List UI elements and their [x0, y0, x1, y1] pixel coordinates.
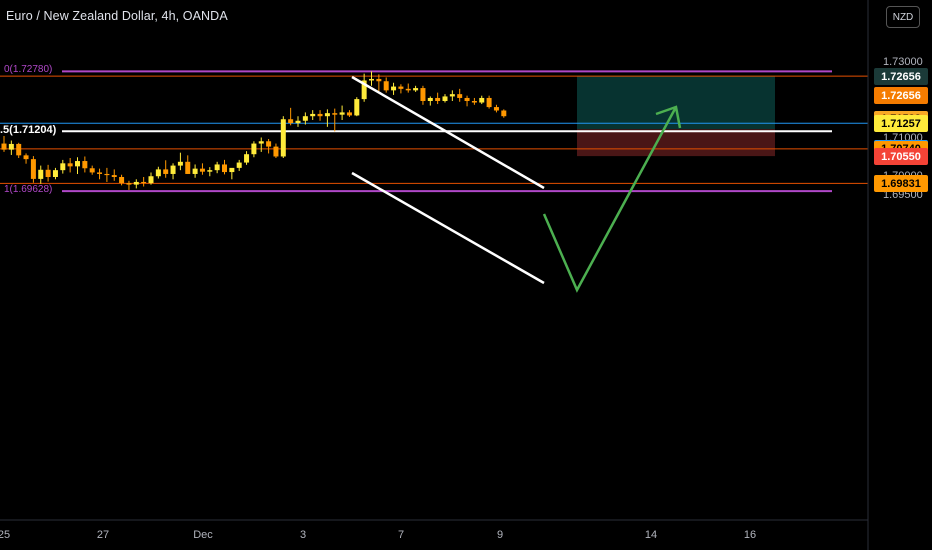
fib-label: .5(1.71204) — [0, 124, 57, 137]
candle-body[interactable] — [60, 163, 66, 171]
candle-body[interactable] — [471, 101, 477, 103]
candle-body[interactable] — [501, 110, 507, 117]
fib-label: 1(1.69628) — [4, 184, 53, 196]
candle-body[interactable] — [75, 161, 80, 167]
candle-body[interactable] — [361, 80, 367, 100]
candle-body[interactable] — [111, 175, 117, 177]
candle-body[interactable] — [302, 116, 308, 121]
candle-body[interactable] — [317, 113, 323, 117]
candle-body[interactable] — [398, 86, 404, 89]
candle-body[interactable] — [493, 107, 499, 111]
candle-body[interactable] — [214, 164, 220, 171]
stop-zone[interactable] — [577, 129, 775, 157]
candle-body[interactable] — [273, 146, 279, 157]
candle-body[interactable] — [236, 162, 242, 168]
price-axis-label: 1.73000 — [883, 56, 923, 68]
candle-body[interactable] — [97, 172, 103, 174]
candle-body[interactable] — [52, 170, 58, 177]
time-axis-label: Dec — [193, 529, 213, 541]
time-axis-label: 7 — [397, 529, 405, 541]
candle-body[interactable] — [67, 163, 73, 167]
candle-body[interactable] — [244, 154, 250, 163]
channel-lower-line[interactable] — [351, 171, 545, 285]
candle-body[interactable] — [30, 159, 36, 179]
chart-title[interactable]: Euro / New Zealand Dollar, 4h, OANDA — [6, 9, 228, 23]
candle-body[interactable] — [16, 143, 22, 156]
candle-body[interactable] — [420, 88, 426, 101]
candle-body[interactable] — [133, 181, 139, 185]
candle-body[interactable] — [119, 177, 125, 184]
arrow-head — [655, 105, 682, 129]
time-axis-label: 25 — [0, 529, 11, 541]
candle-body[interactable] — [427, 97, 433, 101]
candle-body[interactable] — [457, 94, 463, 98]
candle-body[interactable] — [435, 97, 441, 101]
candle-body[interactable] — [405, 88, 411, 91]
candle-body[interactable] — [369, 78, 374, 81]
target-zone[interactable] — [577, 76, 775, 130]
candle-body[interactable] — [45, 169, 51, 177]
channel-upper-line[interactable] — [351, 75, 545, 190]
time-axis-label: 14 — [644, 529, 658, 541]
candle-body[interactable] — [464, 97, 470, 101]
candle-body[interactable] — [310, 113, 316, 117]
candle-body[interactable] — [324, 113, 330, 117]
time-axis-label: 16 — [743, 529, 757, 541]
candle-body[interactable] — [258, 141, 264, 144]
candle-body[interactable] — [391, 86, 397, 91]
candle-body[interactable] — [199, 168, 205, 172]
candle-body[interactable] — [442, 96, 448, 101]
badge-level-2: 1.69831 — [874, 175, 928, 193]
candle-body[interactable] — [207, 170, 213, 172]
candle-body[interactable] — [479, 97, 485, 103]
candle-body[interactable] — [288, 119, 294, 124]
candle-body[interactable] — [185, 161, 191, 174]
candle-body[interactable] — [295, 120, 301, 124]
projection-arrow[interactable] — [542, 106, 678, 293]
candle-body[interactable] — [486, 97, 492, 108]
time-axis-label: 27 — [96, 529, 110, 541]
candle-body[interactable] — [449, 94, 455, 97]
currency-button[interactable]: NZD — [886, 6, 920, 28]
candle-body[interactable] — [339, 112, 345, 115]
candle-body[interactable] — [89, 168, 95, 173]
candle-body[interactable] — [332, 113, 338, 115]
candle-body[interactable] — [163, 169, 169, 174]
time-axis-label: 3 — [299, 529, 307, 541]
candle-body[interactable] — [251, 143, 257, 155]
candle-body[interactable] — [8, 143, 14, 150]
candle-body[interactable] — [104, 173, 110, 176]
candle-body[interactable] — [38, 169, 44, 179]
candle-body[interactable] — [354, 99, 360, 116]
candle-body[interactable] — [266, 141, 272, 147]
candle-body[interactable] — [383, 81, 389, 91]
badge-target-2: 1.72656 — [874, 87, 928, 105]
candle-body[interactable] — [82, 161, 88, 169]
candle-body[interactable] — [229, 167, 235, 173]
time-axis-label: 9 — [496, 529, 504, 541]
candle-body[interactable] — [170, 165, 176, 174]
candle-body[interactable] — [126, 183, 132, 185]
candle-body[interactable] — [141, 181, 147, 184]
candle-body[interactable] — [280, 119, 286, 157]
badge-entry-1: 1.71257 — [874, 115, 928, 133]
candle-body[interactable] — [155, 169, 161, 177]
candle-body[interactable] — [346, 112, 352, 116]
fib-label: 0(1.72780) — [4, 64, 53, 76]
candle-body[interactable] — [177, 161, 183, 166]
candle-body[interactable] — [192, 168, 198, 174]
candle-body[interactable] — [148, 176, 154, 184]
candle-body[interactable] — [23, 155, 29, 160]
badge-target-1: 1.72656 — [874, 68, 928, 86]
candle-body[interactable] — [1, 143, 7, 150]
candle-body[interactable] — [222, 164, 227, 173]
candle-body[interactable] — [413, 88, 419, 91]
badge-stop: 1.70550 — [874, 148, 928, 166]
candle-body[interactable] — [376, 78, 382, 82]
